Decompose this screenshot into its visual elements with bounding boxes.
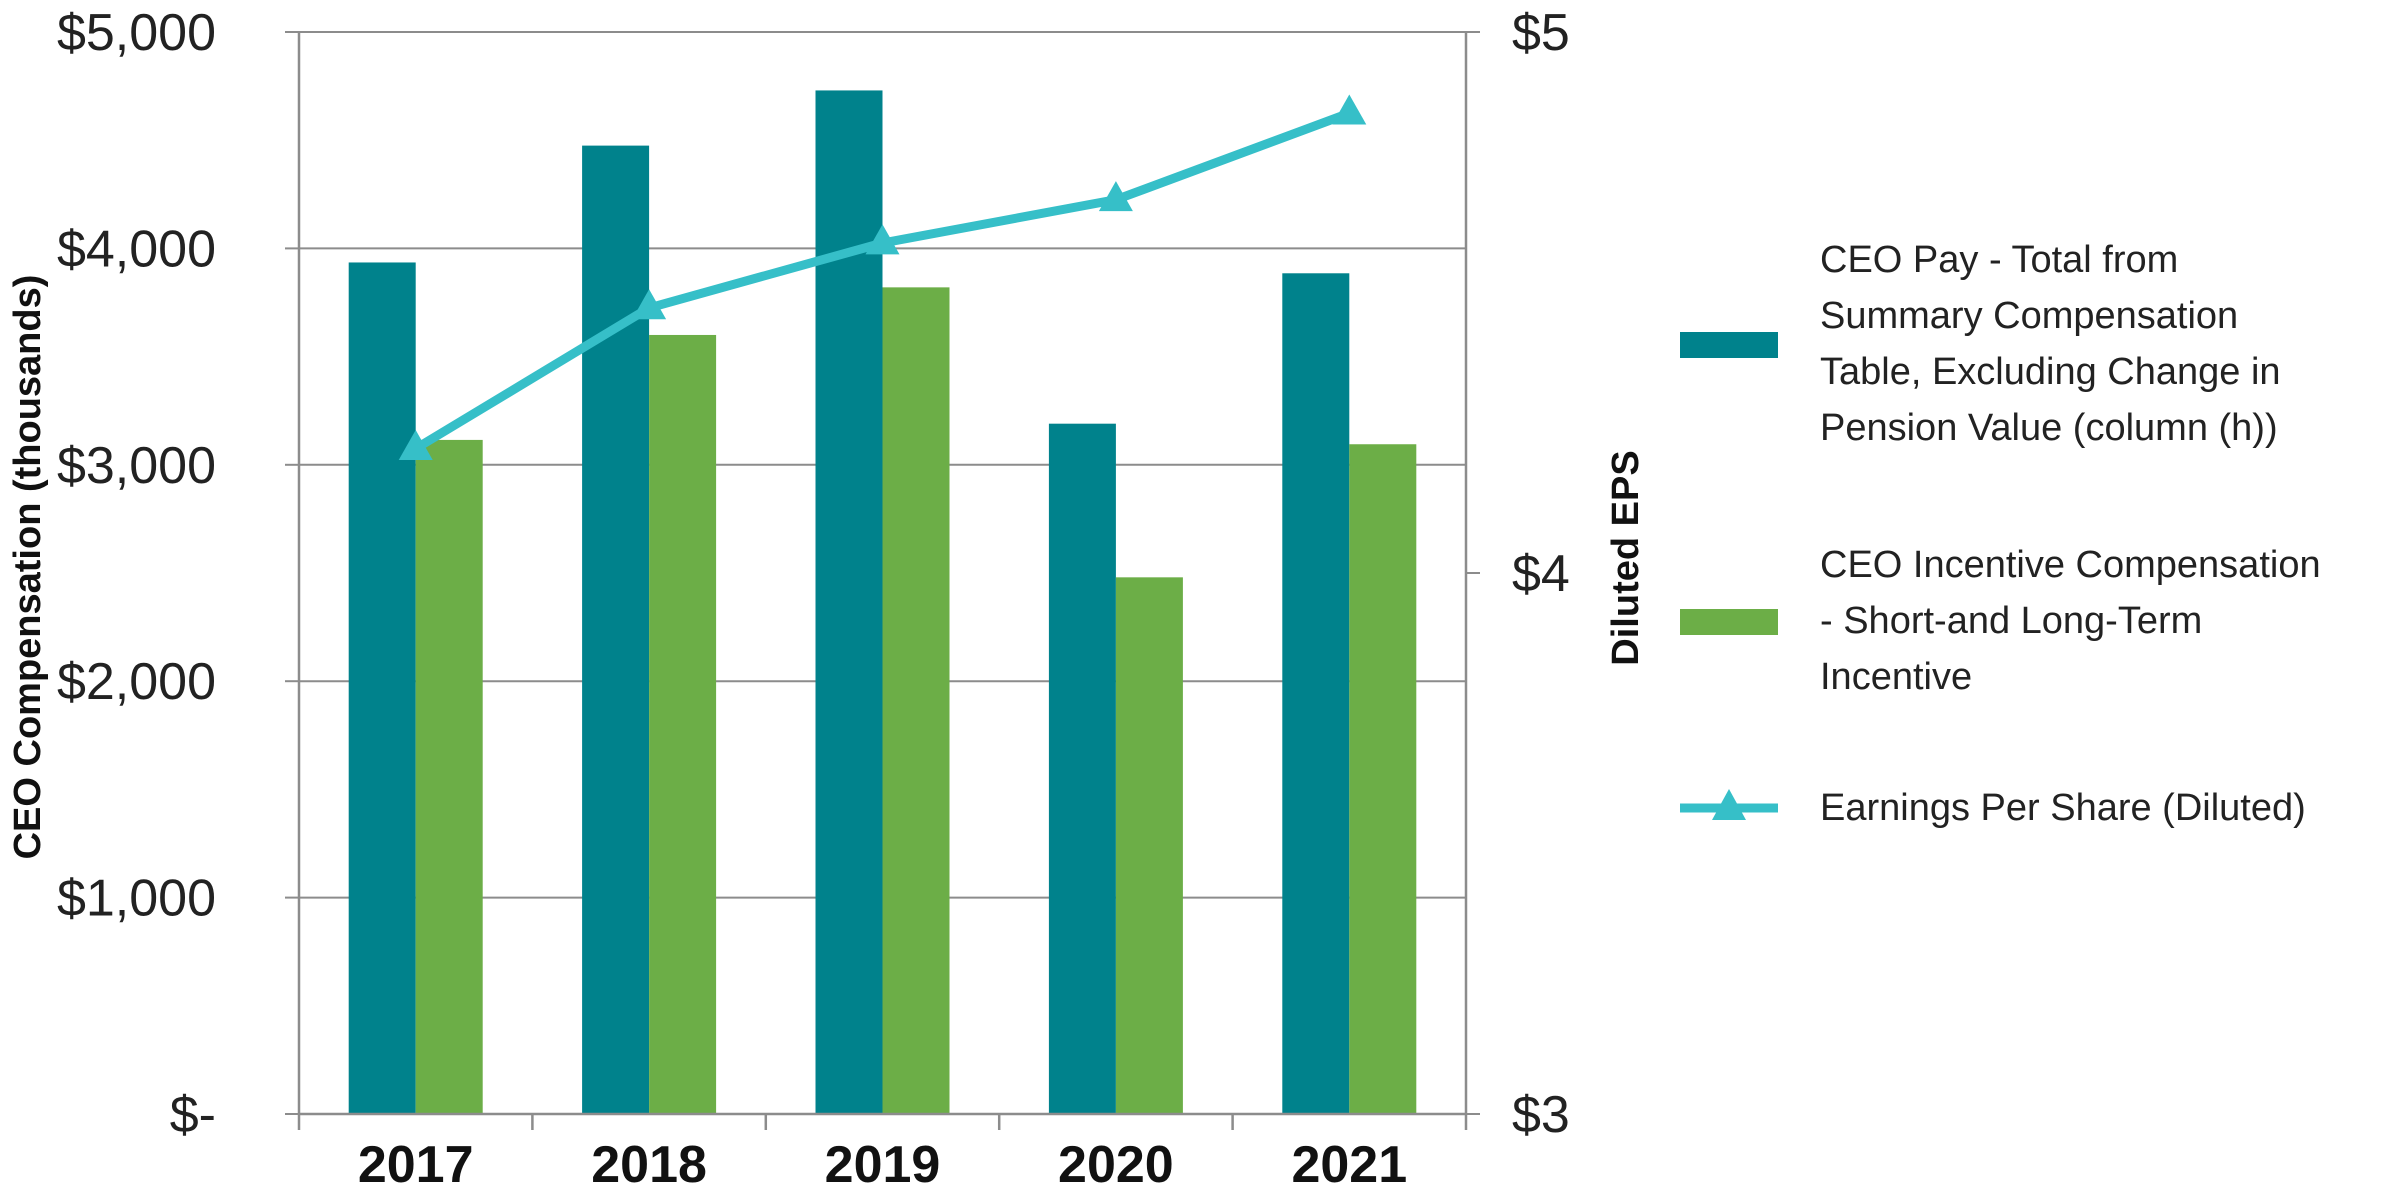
left-axis-title: CEO Compensation (thousands)	[7, 275, 49, 860]
axes	[285, 31, 1480, 1130]
left-tick-label: $3,000	[57, 437, 216, 495]
legend-label: Incentive	[1820, 656, 1972, 698]
left-tick-label: $2,000	[57, 653, 216, 711]
left-tick-label: $1,000	[57, 870, 216, 928]
bar-incentive-comp-2019	[882, 287, 950, 1114]
bar-incentive-comp-2021	[1349, 444, 1417, 1114]
bar-ceo-pay-2018	[582, 145, 650, 1115]
legend-swatch-eps-marker	[1712, 789, 1746, 820]
eps-line	[398, 94, 1367, 460]
x-tick-label: 2021	[1291, 1136, 1407, 1194]
legend-swatch-ceo-pay	[1680, 332, 1778, 358]
bar-ceo-pay-2021	[1282, 273, 1350, 1114]
left-tick-label: $-	[170, 1086, 216, 1144]
bar-ceo-pay-2017	[348, 262, 416, 1114]
legend-label: Pension Value (column (h))	[1820, 407, 2278, 449]
legend-label: CEO Pay - Total from	[1820, 239, 2178, 281]
eps-point-marker	[1332, 94, 1367, 125]
legend-label: Summary Compensation	[1820, 295, 2238, 337]
right-tick-label: $3	[1512, 1086, 1570, 1144]
bar-incentive-comp-2020	[1115, 577, 1183, 1114]
right-axis-title: Diluted EPS	[1605, 450, 1647, 665]
eps-point-marker	[865, 224, 900, 255]
bar-ceo-pay-2020	[1048, 423, 1116, 1115]
legend-label: CEO Incentive Compensation	[1820, 544, 2321, 586]
legend-label: Earnings Per Share (Diluted)	[1820, 787, 2306, 829]
eps-point-marker	[398, 429, 433, 460]
legend-label: Table, Excluding Change in	[1820, 351, 2281, 393]
bars	[348, 90, 1417, 1115]
left-tick-label: $5,000	[57, 4, 216, 62]
x-tick-label: 2019	[825, 1136, 941, 1194]
legend: CEO Pay - Total from Summary Compensation…	[1680, 239, 2321, 829]
legend-swatch-incentive-comp	[1680, 609, 1778, 635]
right-tick-label: $5	[1512, 4, 1570, 62]
legend-label: - Short-and Long-Term	[1820, 600, 2202, 642]
right-tick-label: $4	[1512, 545, 1570, 603]
left-tick-label: $4,000	[57, 220, 216, 278]
eps-point-marker	[1098, 181, 1133, 212]
x-tick-label: 2020	[1058, 1136, 1174, 1194]
bar-incentive-comp-2017	[415, 439, 483, 1114]
x-tick-label: 2018	[591, 1136, 707, 1194]
x-tick-label: 2017	[358, 1136, 474, 1194]
eps-point-marker	[632, 289, 667, 320]
bar-incentive-comp-2018	[649, 334, 717, 1115]
tick-labels: $- $1,000 $2,000 $3,000 $4,000 $5,000 $3 $4 $5 20…	[57, 4, 1570, 1194]
